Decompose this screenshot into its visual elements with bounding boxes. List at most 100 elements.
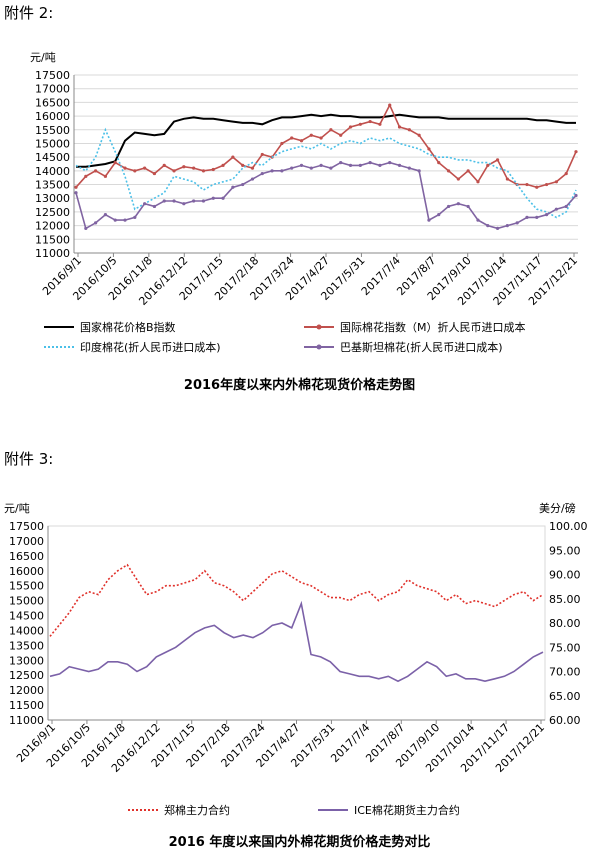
- series-point: [309, 133, 313, 137]
- series-point: [525, 215, 529, 219]
- series-point: [143, 166, 147, 170]
- y-tick-label: 14500: [9, 610, 44, 623]
- series-point: [505, 224, 509, 228]
- series-point: [250, 166, 255, 170]
- series-point: [388, 103, 392, 107]
- y2-tick-label: 85.00: [549, 593, 581, 606]
- series-point: [427, 218, 431, 222]
- series-point: [84, 226, 88, 230]
- series-point: [544, 182, 549, 187]
- series-3: [75, 127, 577, 219]
- series-point: [319, 163, 323, 167]
- y-tick-label: 15500: [35, 124, 70, 137]
- series-point: [192, 166, 196, 170]
- series-2: [74, 103, 578, 189]
- series-point: [182, 165, 186, 169]
- series-point: [103, 174, 108, 178]
- y-tick-label: 12500: [9, 669, 44, 682]
- series-point: [329, 128, 333, 132]
- y-axis-label: 元/吨: [4, 502, 30, 515]
- series-point: [515, 221, 519, 225]
- series-point: [299, 139, 304, 143]
- y-tick-label: 17500: [9, 520, 44, 533]
- y2-tick-label: 65.00: [549, 690, 581, 703]
- series-point: [407, 166, 411, 170]
- series-point: [574, 150, 578, 154]
- y-tick-label: 11500: [35, 233, 70, 246]
- series-point: [260, 152, 264, 157]
- y2-tick-label: 70.00: [549, 666, 581, 679]
- y-axis-label: 元/吨: [30, 51, 56, 64]
- futures-price-chart: 11000 11500 12000 12500 13000 13500 1400014500…: [4, 501, 588, 817]
- series-point: [221, 196, 225, 200]
- series-point: [564, 204, 568, 209]
- series-1: [49, 563, 544, 637]
- series-line: [75, 161, 577, 230]
- y-tick-label: 16500: [9, 550, 44, 563]
- series-point: [280, 141, 284, 146]
- y-tick-label: 12000: [9, 684, 44, 697]
- y-tick-label: 14500: [35, 151, 70, 164]
- y-tick-label: 13500: [9, 639, 44, 652]
- series-point: [564, 171, 568, 176]
- series-point: [486, 224, 490, 228]
- series-point: [201, 169, 206, 173]
- series-point: [74, 191, 78, 195]
- attachment-3-heading: 附件 3:: [4, 450, 54, 468]
- series-point: [113, 161, 117, 165]
- y2-tick-label: 75.00: [549, 641, 581, 654]
- y-tick-label: 11500: [9, 699, 44, 712]
- series-point: [466, 204, 470, 209]
- y-tick-label: 16000: [9, 565, 44, 578]
- series-point: [378, 163, 382, 167]
- series-point: [348, 125, 353, 129]
- series-point: [358, 122, 362, 126]
- series-line: [75, 127, 577, 219]
- series-point: [466, 169, 470, 173]
- y-tick-label: 13500: [35, 179, 70, 192]
- series-point: [417, 169, 421, 173]
- series-point: [348, 163, 353, 167]
- legend-label: 国际棉花指数（M）折人民币进口成本: [340, 320, 526, 334]
- series-point: [172, 199, 176, 203]
- series-point: [397, 163, 402, 167]
- series-point: [221, 163, 225, 167]
- series-point: [299, 163, 304, 167]
- series-point: [172, 169, 176, 173]
- series-point: [231, 155, 235, 159]
- series-point: [211, 196, 215, 200]
- series-point: [123, 218, 127, 222]
- series-1: [76, 113, 576, 168]
- y-tick-label: 12500: [35, 206, 70, 219]
- series-point: [280, 169, 284, 173]
- y-tick-label: 11000: [35, 247, 70, 260]
- series-point: [417, 133, 421, 137]
- legend-label: 国家棉花价格B指数: [80, 320, 176, 334]
- series-point: [495, 158, 500, 162]
- y-tick-label: 16500: [35, 96, 70, 109]
- series-point: [388, 161, 392, 165]
- plot-frame: [47, 525, 546, 721]
- series-line: [49, 563, 544, 637]
- y-tick-label: 15000: [35, 137, 70, 150]
- series-point: [152, 171, 157, 176]
- series-point: [290, 166, 294, 170]
- series-point: [437, 213, 441, 217]
- series-point: [290, 136, 294, 140]
- y2-axis-label: 美分/磅: [539, 501, 576, 515]
- series-point: [368, 161, 372, 165]
- series-point: [329, 166, 333, 170]
- series-point: [123, 166, 127, 170]
- series-point: [368, 119, 372, 124]
- series-point: [182, 202, 186, 206]
- series-point: [574, 193, 578, 198]
- series-point: [339, 161, 343, 165]
- y2-tick-label: 90.00: [549, 569, 581, 582]
- legend-marker: [316, 324, 322, 330]
- series-point: [133, 215, 137, 219]
- series-point: [162, 163, 166, 167]
- legend-label: ICE棉花期货主力合约: [354, 803, 460, 817]
- series-point: [94, 221, 98, 225]
- y-tick-label: 11000: [9, 714, 44, 727]
- series-point: [456, 177, 460, 181]
